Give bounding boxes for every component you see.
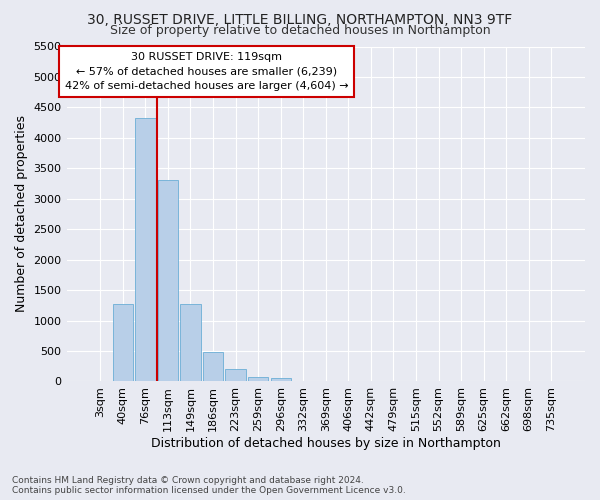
Bar [181,304,200,382]
Bar [158,180,178,382]
Text: Size of property relative to detached houses in Northampton: Size of property relative to detached ho… [110,24,490,37]
Text: Contains HM Land Registry data © Crown copyright and database right 2024.
Contai: Contains HM Land Registry data © Crown c… [12,476,406,495]
Bar [271,378,291,382]
Bar [226,368,246,382]
Text: 30, RUSSET DRIVE, LITTLE BILLING, NORTHAMPTON, NN3 9TF: 30, RUSSET DRIVE, LITTLE BILLING, NORTHA… [88,12,512,26]
Bar [248,376,268,382]
Bar [135,118,155,382]
Text: 30 RUSSET DRIVE: 119sqm
← 57% of detached houses are smaller (6,239)
42% of semi: 30 RUSSET DRIVE: 119sqm ← 57% of detache… [65,52,349,91]
Bar [203,352,223,382]
Bar [113,304,133,382]
X-axis label: Distribution of detached houses by size in Northampton: Distribution of detached houses by size … [151,437,501,450]
Y-axis label: Number of detached properties: Number of detached properties [15,116,28,312]
